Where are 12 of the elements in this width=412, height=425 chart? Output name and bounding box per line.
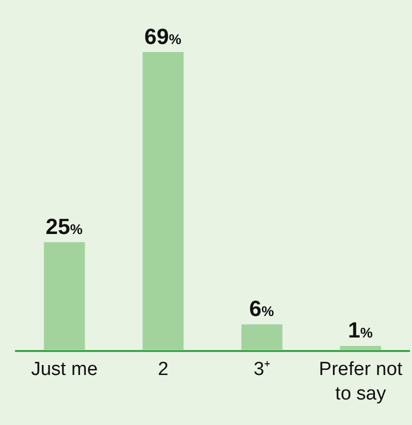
x-tick-label: Prefer not to say (318, 358, 404, 404)
data-label: 6% (249, 296, 274, 322)
bar (340, 345, 382, 350)
x-tick-label: Just me (31, 358, 98, 380)
bar (43, 242, 86, 350)
x-tick-label: 3⁺ (254, 358, 270, 380)
data-label: 69% (144, 24, 182, 49)
bar (142, 52, 184, 350)
x-tick-label: 2 (158, 358, 168, 380)
data-label: 1% (348, 318, 374, 343)
data-label: 25% (46, 214, 84, 239)
bar (240, 324, 283, 350)
